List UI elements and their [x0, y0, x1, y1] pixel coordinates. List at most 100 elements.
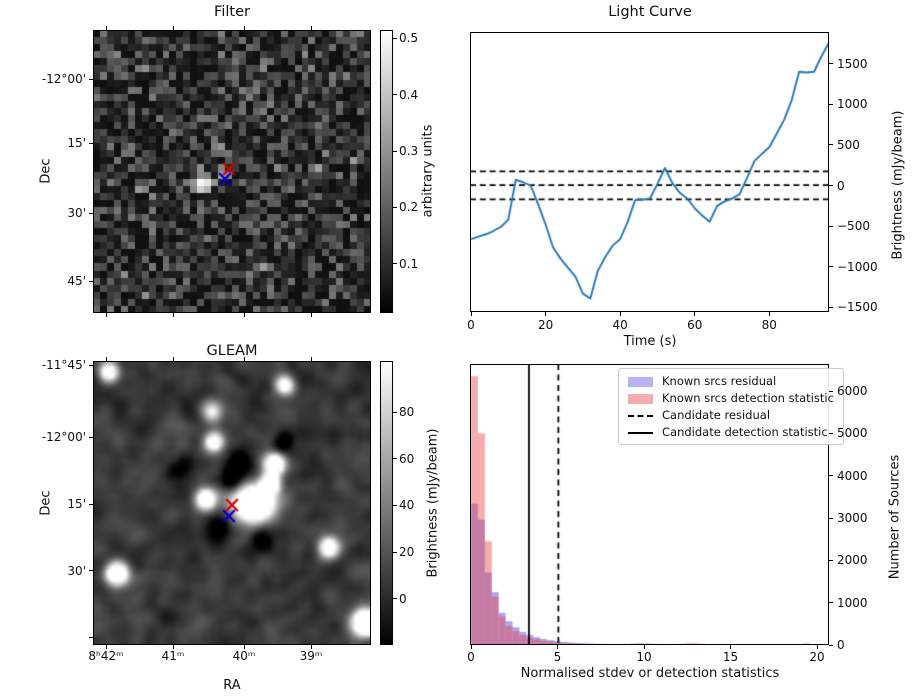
tick-label: 45'	[67, 274, 86, 288]
tick-label: −1500	[837, 300, 878, 315]
tick-label: 15'	[67, 136, 86, 150]
tick-mark	[829, 185, 833, 186]
filter-colorbar	[380, 30, 393, 313]
tick-label: 0	[837, 178, 845, 193]
tick-mark	[393, 37, 397, 39]
tick-label: 2000	[837, 553, 868, 568]
tick-label: 30'	[67, 206, 86, 220]
tick-label: 5000	[837, 426, 868, 441]
tick-label: 0	[467, 650, 475, 664]
tick-mark	[829, 475, 833, 477]
legend-swatch-known-residual	[628, 376, 653, 387]
tick-mark	[105, 357, 107, 361]
legend-label: Known srcs detection statistic	[662, 390, 834, 405]
tick-mark	[89, 212, 93, 214]
tick-mark	[768, 312, 770, 316]
tick-label: 40	[399, 498, 415, 513]
gleam-colorbar	[380, 361, 393, 645]
tick-label: 4000	[837, 468, 868, 483]
tick-mark	[829, 103, 833, 105]
tick-mark	[393, 551, 397, 553]
tick-label: 80	[399, 405, 415, 419]
lightcurve-xlabel: Time (s)	[623, 334, 677, 349]
tick-label: −500	[837, 219, 870, 234]
tick-mark	[829, 144, 833, 146]
tick-label: 1000	[837, 97, 868, 112]
filter-heatmap-canvas	[93, 30, 371, 313]
histogram-ylabel: Number of Sources	[887, 454, 903, 580]
tick-mark	[172, 26, 174, 30]
tick-label: 500	[837, 137, 860, 152]
tick-mark	[89, 142, 93, 144]
tick-label: 20	[809, 650, 825, 664]
tick-label: 0.1	[399, 256, 419, 271]
tick-mark	[105, 313, 107, 317]
tick-mark	[89, 78, 93, 80]
tick-label: 30'	[67, 563, 86, 578]
tick-label: 3000	[837, 511, 868, 525]
legend-label: Known srcs residual	[662, 373, 777, 388]
tick-mark	[694, 312, 696, 316]
lightcurve-plot-area	[470, 32, 829, 312]
tick-label: 0	[467, 318, 475, 332]
tick-mark	[470, 645, 472, 649]
tick-mark	[243, 357, 245, 361]
tick-label: -12°00'	[41, 430, 86, 444]
tick-label: 6000	[837, 384, 868, 399]
tick-mark	[829, 225, 833, 227]
legend-row: Known srcs residual	[628, 375, 834, 388]
tick-mark	[829, 432, 833, 434]
tick-label: 20	[537, 318, 554, 332]
tick-mark	[172, 357, 174, 361]
gleam-ylabel: Dec	[38, 490, 54, 516]
tick-label: 40	[612, 318, 628, 332]
legend-row: Candidate residual	[628, 409, 834, 422]
tick-mark	[829, 266, 833, 268]
tick-mark	[243, 26, 245, 30]
tick-mark	[105, 26, 107, 30]
tick-mark	[310, 26, 312, 30]
tick-label: 0.4	[399, 87, 419, 102]
tick-label: 0.3	[399, 144, 419, 158]
tick-label: 20	[399, 545, 415, 559]
tick-label: 39ᵐ	[299, 649, 323, 663]
tick-label: 0.2	[399, 200, 419, 214]
tick-label: 60	[687, 318, 703, 332]
tick-mark	[172, 313, 174, 317]
tick-mark	[89, 364, 93, 366]
tick-label: 80	[761, 318, 777, 332]
histogram-xlabel: Normalised stdev or detection statistics	[520, 666, 780, 681]
gleam-colorbar-label: Brightness (mJy/beam)	[425, 428, 441, 578]
tick-mark	[470, 312, 472, 316]
lightcurve-panel-title: Light Curve	[608, 4, 692, 20]
gleam-plot-area	[93, 361, 371, 645]
tick-label: −1000	[837, 259, 878, 274]
tick-mark	[89, 436, 93, 438]
tick-mark	[393, 263, 397, 264]
tick-label: 0.5	[399, 31, 419, 45]
lightcurve-line-canvas	[470, 32, 829, 312]
tick-label: 0	[837, 638, 845, 652]
gleam-panel-title: GLEAM	[206, 343, 258, 359]
filter-plot-area	[93, 30, 371, 313]
tick-label: 15'	[67, 497, 86, 511]
tick-mark	[89, 636, 93, 638]
tick-mark	[393, 94, 397, 95]
tick-mark	[557, 645, 558, 649]
tick-mark	[816, 645, 818, 649]
tick-label: 0	[399, 591, 407, 606]
tick-label: 41ᵐ	[161, 649, 185, 663]
legend-row: Known srcs detection statistic	[628, 392, 834, 405]
tick-mark	[89, 570, 93, 571]
tick-mark	[393, 598, 397, 600]
tick-label: 8ʰ42ᵐ	[88, 649, 124, 663]
legend-label: Candidate detection statistic	[662, 424, 828, 439]
legend-solid-line	[628, 431, 653, 434]
tick-mark	[829, 63, 833, 65]
legend-row: Candidate detection statistic	[628, 426, 834, 439]
filter-panel-title: Filter	[214, 4, 250, 20]
tick-label: 1500	[837, 56, 868, 71]
tick-mark	[829, 644, 833, 646]
tick-mark	[393, 504, 397, 506]
